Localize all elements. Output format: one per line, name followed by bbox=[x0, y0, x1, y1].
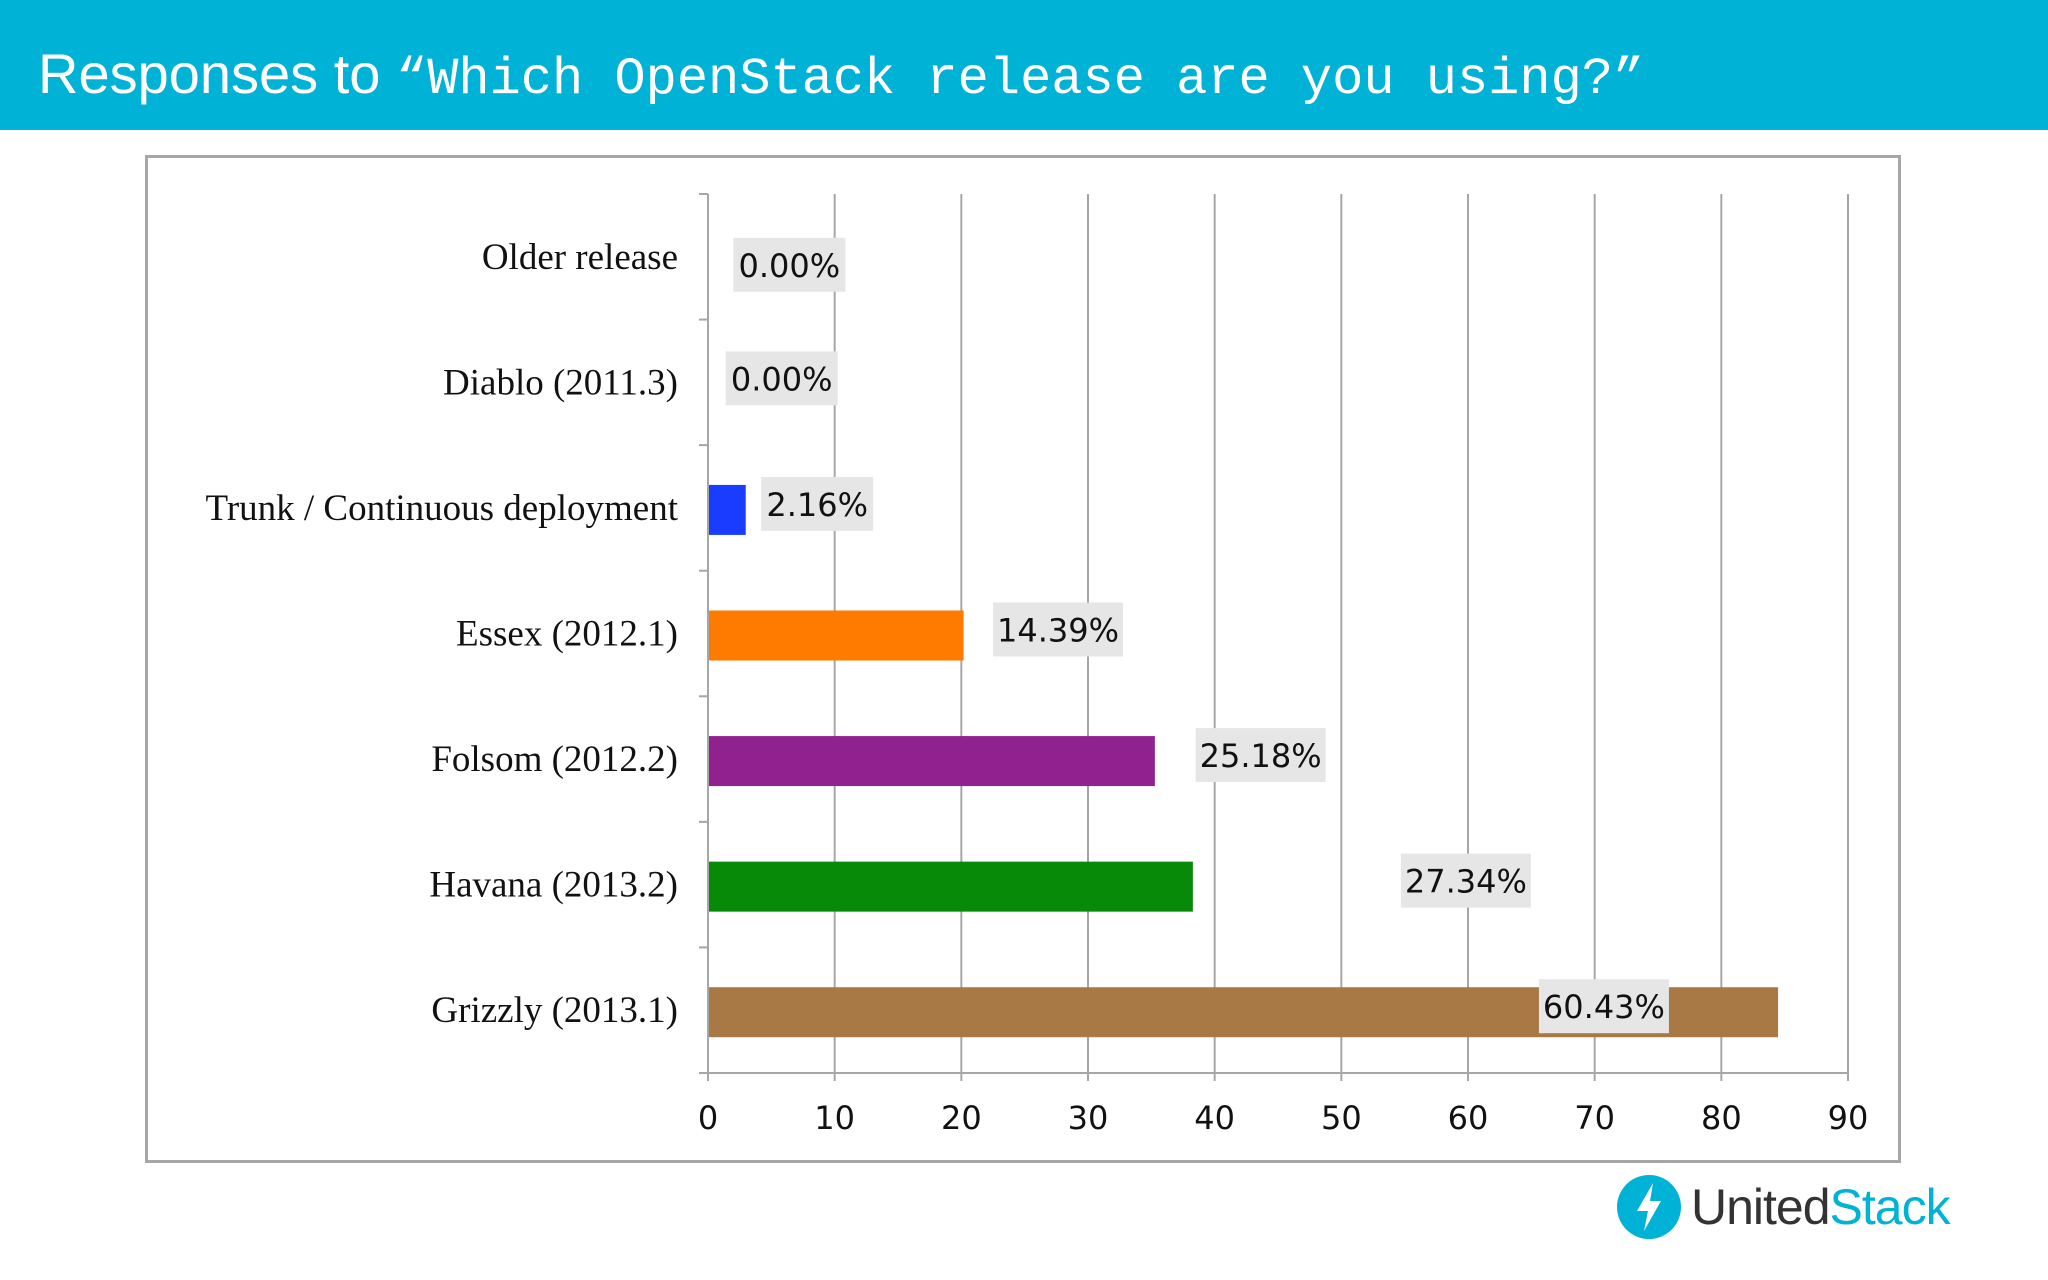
data-label-box bbox=[1195, 728, 1326, 783]
data-label-box bbox=[733, 237, 846, 292]
x-tick-label: 20 bbox=[941, 1099, 982, 1137]
category-label: Essex (2012.1) bbox=[456, 614, 678, 655]
title-bar: Responses to “Which OpenStack release ar… bbox=[0, 0, 2048, 130]
category-label: Trunk / Continuous deployment bbox=[206, 488, 679, 529]
logo-wordmark: UnitedStack bbox=[1691, 1179, 1951, 1235]
x-tick-label: 80 bbox=[1701, 1099, 1742, 1137]
lightning-bolt-icon bbox=[1617, 1175, 1681, 1239]
title-question: “Which OpenStack release are you using?” bbox=[395, 50, 1645, 109]
data-label-box bbox=[725, 351, 838, 406]
bar-chart: 0 10 20 30 40 50 60 70 80 90 Older release 0.00% Dia… bbox=[206, 193, 1869, 1137]
x-tick-label: 60 bbox=[1448, 1099, 1489, 1137]
title-prefix: Responses to bbox=[38, 42, 396, 105]
category-label: Grizzly (2013.1) bbox=[431, 990, 678, 1031]
data-label: 60.43% bbox=[1543, 988, 1665, 1026]
data-label: 0.00% bbox=[739, 247, 841, 285]
data-label-box bbox=[1538, 979, 1669, 1034]
logo-word-united: United bbox=[1691, 1179, 1831, 1235]
data-label-box bbox=[1400, 853, 1531, 908]
category-label: Folsom (2012.2) bbox=[431, 739, 678, 780]
x-tick-label: 30 bbox=[1068, 1099, 1109, 1137]
bar bbox=[709, 736, 1155, 787]
data-label-box bbox=[993, 602, 1123, 657]
chart-frame: 0 10 20 30 40 50 60 70 80 90 Older release 0.00% Dia… bbox=[145, 155, 1901, 1163]
unitedstack-logo: UnitedStack bbox=[1617, 1173, 1967, 1245]
data-label: 27.34% bbox=[1405, 863, 1527, 901]
category-label: Older release bbox=[482, 237, 678, 278]
page-title: Responses to “Which OpenStack release ar… bbox=[38, 0, 1644, 130]
x-tick-label: 70 bbox=[1574, 1099, 1615, 1137]
x-tick-label: 50 bbox=[1321, 1099, 1362, 1137]
x-tick-label: 40 bbox=[1194, 1099, 1235, 1137]
bar bbox=[709, 484, 746, 535]
x-tick-label: 10 bbox=[814, 1099, 855, 1137]
data-label-box bbox=[761, 476, 874, 531]
category-label: Diablo (2011.3) bbox=[443, 362, 678, 403]
data-label: 2.16% bbox=[766, 486, 868, 524]
data-label: 25.18% bbox=[1200, 737, 1322, 775]
bar bbox=[709, 610, 964, 661]
data-label: 14.39% bbox=[997, 612, 1119, 650]
logo-word-stack: Stack bbox=[1829, 1179, 1951, 1235]
category-label: Havana (2013.2) bbox=[429, 865, 678, 906]
x-tick-label: 0 bbox=[698, 1099, 718, 1137]
bar bbox=[709, 861, 1193, 912]
data-label: 0.00% bbox=[731, 360, 833, 398]
x-tick-label: 90 bbox=[1828, 1099, 1869, 1137]
